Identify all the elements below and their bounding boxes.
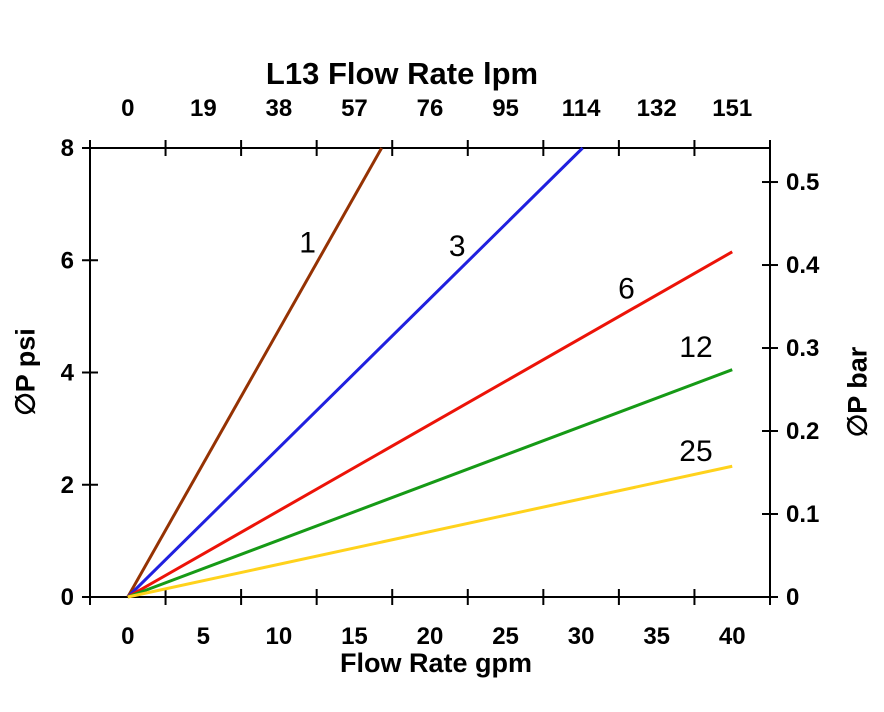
top-tick-label: 151 xyxy=(712,95,752,122)
top-tick-label: 38 xyxy=(266,95,293,122)
right-tick-label: 0.5 xyxy=(786,169,819,196)
bottom-tick-label: 40 xyxy=(719,623,746,650)
series-label-6: 6 xyxy=(618,272,635,305)
bottom-tick-label: 15 xyxy=(341,623,368,650)
bottom-tick-label: 20 xyxy=(417,623,444,650)
left-tick-label: 0 xyxy=(61,584,74,611)
top-tick-label: 0 xyxy=(121,95,134,122)
left-tick-label: 8 xyxy=(61,135,74,162)
left-tick-label: 6 xyxy=(61,247,74,274)
bottom-tick-label: 25 xyxy=(492,623,519,650)
right-tick-label: 0.1 xyxy=(786,501,819,528)
series-line-25 xyxy=(127,464,733,599)
top-tick-label: 132 xyxy=(637,95,677,122)
right-tick-label: 0.3 xyxy=(786,335,819,362)
bottom-tick-label: 30 xyxy=(568,623,595,650)
series-line-6 xyxy=(127,250,733,599)
left-tick-label: 2 xyxy=(61,472,74,499)
top-tick-label: 114 xyxy=(562,95,601,122)
top-tick-label: 95 xyxy=(492,95,519,122)
series-line-12 xyxy=(127,368,733,599)
bottom-tick-label: 10 xyxy=(266,623,293,650)
left-tick-label: 4 xyxy=(61,360,75,387)
plot-frame xyxy=(89,147,771,598)
bottom-axis-title: Flow Rate gpm xyxy=(339,648,533,678)
series-line-1 xyxy=(126,147,383,598)
right-axis-title: ∅P bar xyxy=(842,346,873,438)
series-label-3: 3 xyxy=(449,230,466,263)
top-tick-label: 19 xyxy=(190,95,217,122)
right-tick-label: 0 xyxy=(786,584,799,611)
top-tick-label: 76 xyxy=(417,95,444,122)
series-label-25: 25 xyxy=(679,435,712,468)
bottom-tick-label: 35 xyxy=(643,623,670,650)
series-label-1: 1 xyxy=(299,226,316,259)
bottom-tick-label: 5 xyxy=(197,623,210,650)
bottom-tick-label: 0 xyxy=(121,623,134,650)
series-label-12: 12 xyxy=(679,331,712,364)
series-line-3 xyxy=(126,146,584,599)
top-tick-label: 57 xyxy=(341,95,368,122)
left-axis-title: ∅P psi xyxy=(10,328,41,416)
top-axis-title: L13 Flow Rate lpm xyxy=(265,56,539,91)
right-tick-label: 0.4 xyxy=(786,252,820,279)
right-tick-label: 0.2 xyxy=(786,418,819,445)
